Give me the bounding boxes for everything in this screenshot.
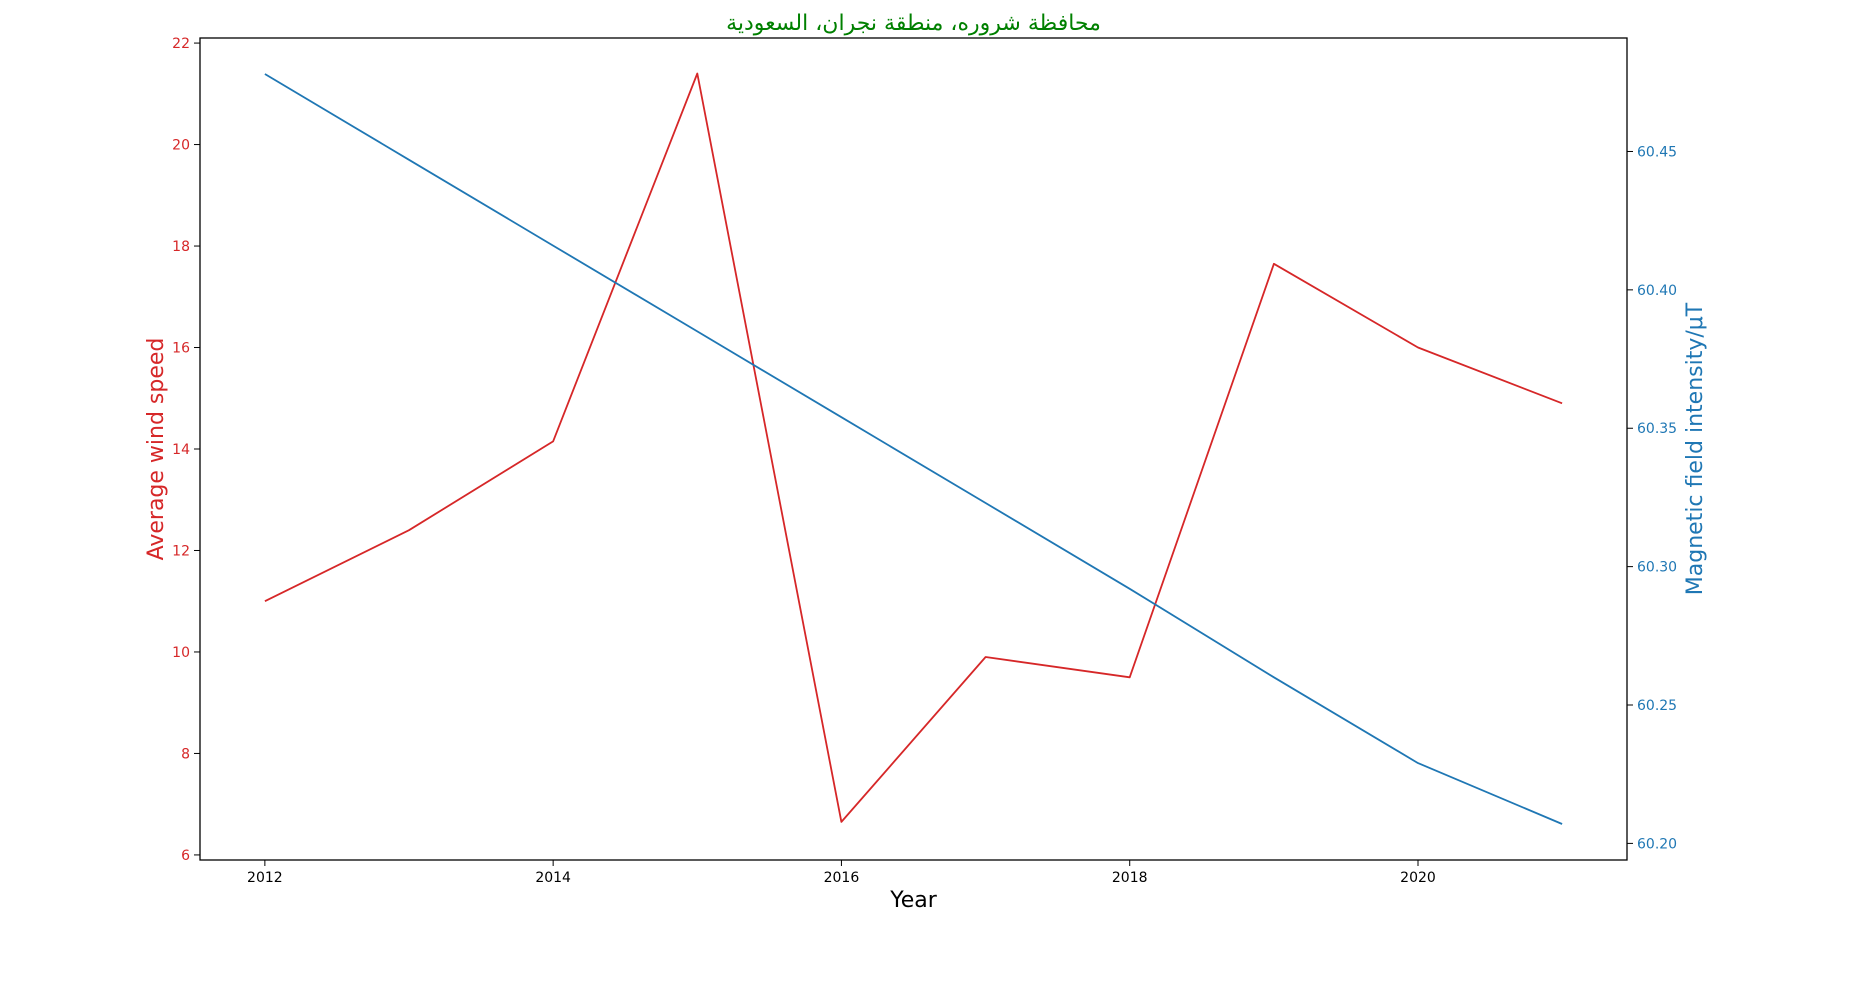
right-tick-label: 60.20 — [1637, 836, 1677, 852]
x-axis: 2012 2014 2016 2018 2020 — [247, 860, 1436, 886]
left-tick-label: 16 — [172, 341, 190, 357]
left-y-axis: 6 8 10 12 14 16 18 20 22 — [172, 36, 200, 864]
x-tick-label: 2020 — [1400, 870, 1436, 886]
left-tick-label: 12 — [172, 543, 190, 559]
right-tick-label: 60.30 — [1637, 560, 1677, 576]
x-axis-label: Year — [889, 888, 938, 913]
left-tick-label: 10 — [172, 645, 190, 661]
series-group — [264, 72, 1563, 825]
right-tick-label: 60.35 — [1637, 421, 1677, 437]
right-tick-label: 60.45 — [1637, 144, 1677, 160]
left-tick-label: 18 — [172, 239, 190, 255]
left-tick-label: 22 — [172, 36, 190, 52]
left-tick-label: 8 — [181, 746, 190, 762]
left-tick-label: 14 — [172, 442, 190, 458]
plot-frame — [199, 37, 1628, 861]
left-tick-label: 6 — [181, 848, 190, 864]
right-tick-label: 60.40 — [1637, 283, 1677, 299]
series-line-magnetic-field — [264, 73, 1563, 825]
x-tick-label: 2012 — [247, 870, 283, 886]
x-tick-label: 2014 — [535, 870, 571, 886]
x-tick-label: 2016 — [824, 870, 860, 886]
chart-title: محافظة شروره، منطقة نجران، السعودية — [726, 11, 1101, 36]
left-tick-label: 20 — [172, 138, 190, 154]
left-y-axis-label: Average wind speed — [144, 338, 169, 561]
right-y-axis: 60.20 60.25 60.30 60.35 60.40 60.45 — [1627, 144, 1677, 852]
right-y-axis-label: Magnetic field intensity/μT — [1683, 302, 1708, 595]
x-tick-label: 2018 — [1112, 870, 1148, 886]
right-tick-label: 60.25 — [1637, 698, 1677, 714]
series-line-wind-speed — [264, 72, 1563, 823]
